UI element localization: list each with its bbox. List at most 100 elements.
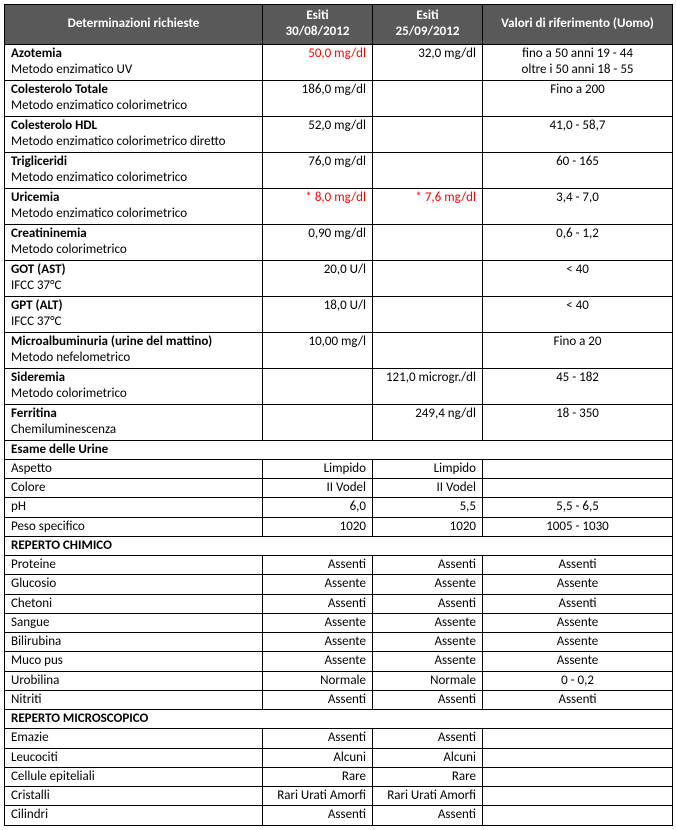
table-row: CilindriAssentiAssenti [5, 806, 673, 825]
header-row: Determinazioni richieste Esiti 30/08/201… [5, 5, 673, 45]
determination-cell: GPT (ALT)IFCC 37°C [5, 296, 263, 332]
determination-name: GPT (ALT) [11, 298, 63, 313]
reference-cell: Fino a 200 [483, 80, 673, 116]
reference-cell [483, 787, 673, 806]
result2-cell: 1020 [373, 517, 483, 536]
table-row: EmazieAssentiAssenti [5, 729, 673, 748]
determination-cell: Nitriti [5, 690, 263, 709]
reference-cell: 41,0 - 58,7 [483, 116, 673, 152]
reference-cell: 18 - 350 [483, 404, 673, 440]
table-row: ProteineAssentiAssentiAssenti [5, 556, 673, 575]
reference-cell: Assenti [483, 690, 673, 709]
result1-cell: * 8,0 mg/dl [263, 188, 373, 224]
reference-cell: Fino a 20 [483, 332, 673, 368]
section-header-row: REPERTO MICROSCOPICO [5, 710, 673, 729]
determination-cell: Proteine [5, 556, 263, 575]
reference-cell: 60 - 165 [483, 152, 673, 188]
result1-cell: 52,0 mg/dl [263, 116, 373, 152]
result2-cell: Assenti [373, 729, 483, 748]
header-result1-label: Esiti [306, 8, 328, 23]
reference-cell: 3,4 - 7,0 [483, 188, 673, 224]
determination-method: IFCC 37°C [11, 278, 61, 293]
determination-method: IFCC 37°C [11, 314, 61, 329]
determination-cell: AzotemiaMetodo enzimatico UV [5, 44, 263, 80]
reference-cell: 0 - 0,2 [483, 671, 673, 690]
result2-cell: Assente [373, 575, 483, 594]
determination-cell: Cristalli [5, 787, 263, 806]
determination-cell: CreatininemiaMetodo colorimetrico [5, 224, 263, 260]
result2-cell: 121,0 microgr./dl [373, 368, 483, 404]
table-row: ChetoniAssentiAssentiAssenti [5, 594, 673, 613]
result2-cell: Assenti [373, 594, 483, 613]
reference-cell: 5,5 - 6,5 [483, 498, 673, 517]
determination-method: Metodo enzimatico colorimetrico [11, 170, 187, 185]
result2-cell: Assente [373, 613, 483, 632]
reference-cell: fino a 50 anni 19 - 44oltre i 50 anni 18… [483, 44, 673, 80]
reference-cell [483, 767, 673, 786]
determination-method: Chemiluminescenza [11, 422, 116, 437]
table-row: pH6,05,55,5 - 6,5 [5, 498, 673, 517]
reference-cell: 1005 - 1030 [483, 517, 673, 536]
result2-cell: Normale [373, 671, 483, 690]
table-row: SangueAssenteAssenteAssente [5, 613, 673, 632]
result1-cell: Assenti [263, 729, 373, 748]
table-row: CreatininemiaMetodo colorimetrico0,90 mg… [5, 224, 673, 260]
table-row: AspettoLimpidoLimpido [5, 459, 673, 478]
determination-cell: Cilindri [5, 806, 263, 825]
table-row: GlucosioAssenteAssenteAssente [5, 575, 673, 594]
section-title: REPERTO MICROSCOPICO [5, 710, 673, 729]
reference-cell: < 40 [483, 260, 673, 296]
result1-cell: Rari Urati Amorfi [263, 787, 373, 806]
determination-cell: Bilirubina [5, 633, 263, 652]
determination-name: Colesterolo Totale [11, 82, 108, 97]
table-row: GOT (AST)IFCC 37°C20,0 U/l< 40 [5, 260, 673, 296]
result2-cell: Assente [373, 652, 483, 671]
table-row: ColoreII VodelII Vodel [5, 479, 673, 498]
header-determinations: Determinazioni richieste [5, 5, 263, 45]
result2-cell: Rare [373, 767, 483, 786]
result2-cell: Alcuni [373, 748, 483, 767]
result1-cell: Assenti [263, 806, 373, 825]
table-row: NitritiAssentiAssentiAssenti [5, 690, 673, 709]
determination-cell: UricemiaMetodo enzimatico colorimetrico [5, 188, 263, 224]
determination-method: Metodo enzimatico colorimetrico diretto [11, 134, 226, 149]
result2-cell: Assenti [373, 690, 483, 709]
determination-name: Creatininemia [11, 226, 87, 241]
table-row: AzotemiaMetodo enzimatico UV50,0 mg/dl32… [5, 44, 673, 80]
result1-cell: 76,0 mg/dl [263, 152, 373, 188]
determination-cell: pH [5, 498, 263, 517]
determination-cell: Microalbuminuria (urine del mattino)Meto… [5, 332, 263, 368]
determination-cell: SideremiaMetodo colorimetrico [5, 368, 263, 404]
determination-cell: Leucociti [5, 748, 263, 767]
result2-cell [373, 296, 483, 332]
table-row: TrigliceridiMetodo enzimatico colorimetr… [5, 152, 673, 188]
result2-cell [373, 260, 483, 296]
result2-cell [373, 332, 483, 368]
determination-cell: Urobilina [5, 671, 263, 690]
result1-cell: Assente [263, 652, 373, 671]
result2-cell: II Vodel [373, 479, 483, 498]
result2-cell [373, 152, 483, 188]
header-result2-label: Esiti [416, 8, 438, 23]
table-row: Peso specifico102010201005 - 1030 [5, 517, 673, 536]
result1-cell: Assente [263, 575, 373, 594]
determination-cell: Peso specifico [5, 517, 263, 536]
table-row: CristalliRari Urati AmorfiRari Urati Amo… [5, 787, 673, 806]
result1-cell: 50,0 mg/dl [263, 44, 373, 80]
result1-cell: 0,90 mg/dl [263, 224, 373, 260]
header-result1-date: 30/08/2012 [286, 24, 350, 39]
table-row: SideremiaMetodo colorimetrico 121,0 micro… [5, 368, 673, 404]
reference-cell: 45 - 182 [483, 368, 673, 404]
determination-cell: Colore [5, 479, 263, 498]
table-row: Cellule epitelialiRareRare [5, 767, 673, 786]
determination-name: Ferritina [11, 406, 57, 421]
result2-cell: Limpido [373, 459, 483, 478]
result1-cell: 6,0 [263, 498, 373, 517]
table-row: GPT (ALT)IFCC 37°C18,0 U/l< 40 [5, 296, 673, 332]
result1-cell: Assenti [263, 556, 373, 575]
determination-method: Metodo enzimatico colorimetrico [11, 206, 187, 221]
table-row: BilirubinaAssenteAssenteAssente [5, 633, 673, 652]
determination-name: Sideremia [11, 370, 65, 385]
result1-cell: Limpido [263, 459, 373, 478]
header-result1: Esiti 30/08/2012 [263, 5, 373, 45]
